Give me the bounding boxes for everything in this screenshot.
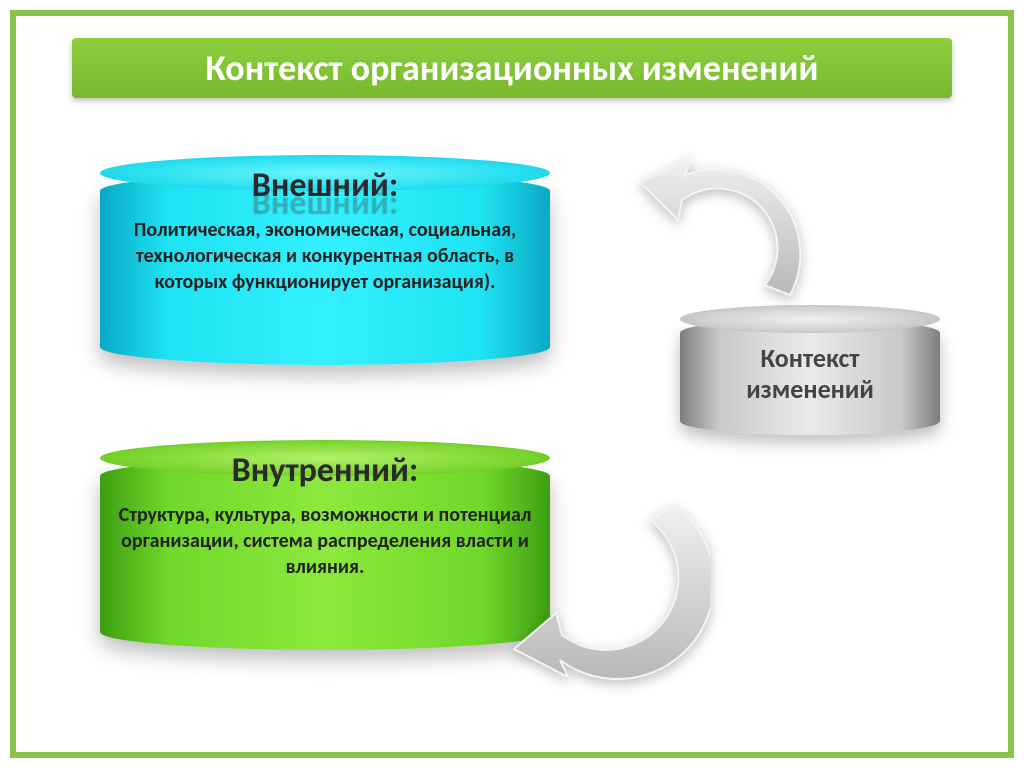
context-line1: Контекст [680,343,940,374]
external-desc: Политическая, экономическая, социальная,… [114,217,537,295]
cylinder-context: Контекст изменений [680,305,940,435]
page-title: Контекст организационных изменений [206,46,819,90]
arrow-bottom-icon [480,485,710,690]
internal-desc: Структура, культура, возможности и потен… [114,502,537,580]
arrow-top-icon [620,130,850,315]
context-line2: изменений [680,374,940,405]
external-title: Внешний: [100,165,550,206]
title-bar: Контекст организационных изменений [72,38,952,98]
cylinder-external: Внешний: Внешний: Политическая, экономич… [100,155,550,365]
